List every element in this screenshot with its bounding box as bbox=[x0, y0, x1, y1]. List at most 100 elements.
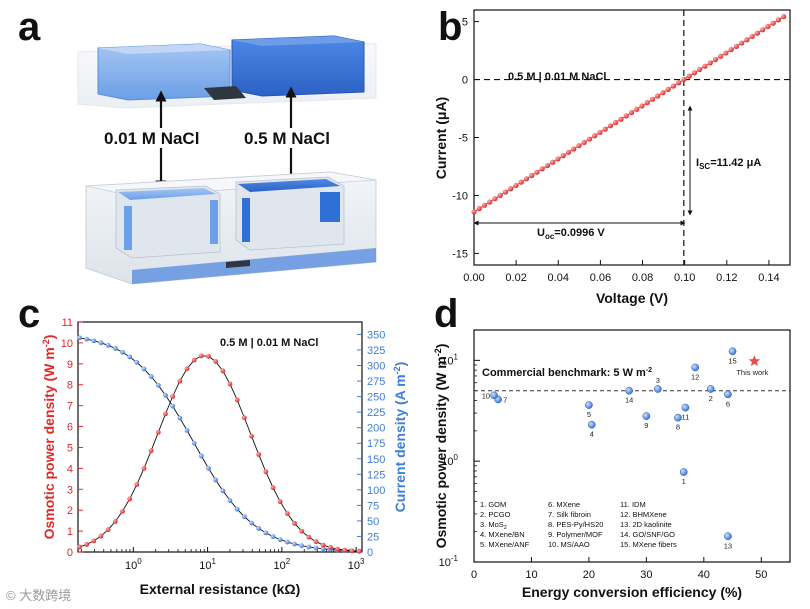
c-x-tick-label: 102 bbox=[273, 557, 290, 572]
bottom-left-channel-2 bbox=[210, 200, 218, 244]
bottom-right-channel bbox=[242, 198, 250, 242]
c-power-point bbox=[170, 394, 176, 399]
b-data-point bbox=[581, 139, 587, 145]
d-legend-entry: 5. MXene/ANF bbox=[480, 540, 530, 549]
b-data-point bbox=[728, 47, 734, 53]
c-left-axis-label: Osmotic power density (W m-2) bbox=[41, 335, 57, 540]
c-power-point bbox=[356, 548, 362, 554]
panel-label-c: c bbox=[18, 292, 40, 336]
c-power-point bbox=[342, 547, 348, 553]
b-data-point bbox=[660, 90, 666, 96]
b-ticks: 0.00 0.02 0.04 0.06 0.08 0.10 0.12 0.14 5 0 -5 -10 -… bbox=[452, 17, 780, 284]
b-data-point bbox=[634, 106, 640, 112]
b-data-point bbox=[718, 53, 724, 59]
c-current-point bbox=[163, 392, 168, 398]
d-data-point bbox=[585, 401, 593, 409]
bottom-left-fluid bbox=[118, 188, 216, 200]
top-left-reservoir-lid bbox=[98, 44, 230, 54]
bottom-left-channel bbox=[124, 206, 132, 250]
b-data-point bbox=[550, 159, 556, 165]
c-current-point bbox=[241, 514, 247, 520]
c-right-tick-label: 75 bbox=[367, 500, 379, 512]
c-power-line bbox=[79, 355, 360, 552]
c-current-point bbox=[234, 506, 240, 512]
b-data-point bbox=[565, 149, 572, 155]
d-point-label: 2 bbox=[709, 394, 713, 403]
b-data-point bbox=[623, 113, 629, 119]
d-x-tick-label: 0 bbox=[471, 569, 477, 581]
b-data-point bbox=[618, 116, 624, 122]
d-data-point bbox=[691, 363, 700, 372]
c-current-point bbox=[177, 415, 183, 421]
top-right-reservoir bbox=[231, 35, 365, 97]
c-current-point bbox=[170, 403, 176, 409]
c-left-tick-label: 4 bbox=[67, 463, 73, 475]
c-current-point bbox=[198, 453, 204, 459]
d-data-point bbox=[587, 420, 596, 429]
b-x-tick-label: 0.08 bbox=[632, 272, 653, 284]
b-data-point bbox=[754, 30, 761, 36]
b-data-point bbox=[639, 103, 645, 109]
d-y-axis-label: Osmotic power density (W m-2) bbox=[433, 344, 449, 549]
d-x-tick-label: 40 bbox=[698, 569, 710, 581]
b-data-point bbox=[481, 202, 488, 208]
d-point-label: 11 bbox=[682, 413, 690, 422]
c-right-axis-label: Current density (A m-2) bbox=[392, 362, 408, 513]
b-data-point bbox=[471, 209, 477, 215]
bottom-right-channel-2 bbox=[320, 192, 340, 222]
d-legend-entry: 3. MoS2 bbox=[480, 520, 507, 531]
c-current-point bbox=[284, 539, 290, 545]
d-data-point bbox=[625, 386, 633, 395]
b-data-point bbox=[644, 100, 650, 106]
d-legend-entry: 4. MXene/BN bbox=[480, 530, 525, 539]
b-data-point bbox=[749, 33, 755, 40]
c-ticks: 100 101 102 1030123456789101102550751001251… bbox=[61, 317, 386, 572]
c-power-point bbox=[105, 527, 111, 533]
c-right-tick-label: 325 bbox=[367, 345, 385, 357]
d-data-point bbox=[679, 468, 688, 476]
d-legend-entry: 8. PES-Py/HS20 bbox=[548, 520, 603, 529]
b-data-point bbox=[770, 20, 776, 26]
d-point-label: 15 bbox=[728, 356, 736, 365]
b-x-tick-label: 0.14 bbox=[758, 272, 779, 284]
d-y-tick-label: 101 bbox=[441, 352, 458, 367]
top-right-reservoir-lid bbox=[232, 36, 364, 46]
d-point-label: 5 bbox=[587, 410, 591, 419]
d-legend-entry: 2. PCGO bbox=[480, 510, 511, 519]
b-x-tick-label: 0.12 bbox=[716, 272, 737, 284]
d-data-point bbox=[728, 347, 737, 356]
c-power-point bbox=[335, 546, 340, 552]
d-x-axis-label: Energy conversion efficiency (%) bbox=[522, 584, 742, 600]
d-data-point bbox=[681, 403, 690, 412]
d-plot-frame bbox=[473, 329, 791, 563]
b-data-point bbox=[712, 56, 719, 63]
b-data-point bbox=[534, 169, 540, 175]
d-legend-entry: 9. Polymer/MOF bbox=[548, 530, 603, 539]
left-label-bg bbox=[104, 128, 204, 148]
membrane-bottom bbox=[226, 260, 250, 268]
b-data-point bbox=[529, 172, 535, 179]
c-series bbox=[77, 335, 362, 554]
d-legend-entry: 13. 2D kaolinite bbox=[620, 520, 672, 529]
d-point-label: 7 bbox=[503, 395, 507, 404]
b-data-point bbox=[513, 182, 519, 189]
bottom-left-well bbox=[115, 185, 221, 259]
bottom-right-well bbox=[235, 176, 345, 251]
right-label-bg bbox=[240, 128, 340, 148]
c-right-tick-label: 300 bbox=[367, 361, 385, 373]
b-series bbox=[471, 13, 787, 215]
c-current-point bbox=[134, 359, 140, 365]
c-power-point bbox=[112, 519, 118, 524]
c-power-point bbox=[127, 496, 133, 502]
c-current-point bbox=[206, 465, 211, 471]
c-current-point bbox=[270, 534, 276, 539]
c-current-point bbox=[263, 530, 269, 536]
watermark: © 大数跨境 bbox=[6, 588, 71, 603]
c-current-point bbox=[227, 498, 233, 503]
c-power-point bbox=[270, 485, 276, 491]
c-left-tick-label: 2 bbox=[67, 505, 73, 517]
c-current-point bbox=[277, 537, 283, 543]
c-power-point bbox=[155, 429, 161, 435]
c-power-point bbox=[227, 381, 233, 387]
